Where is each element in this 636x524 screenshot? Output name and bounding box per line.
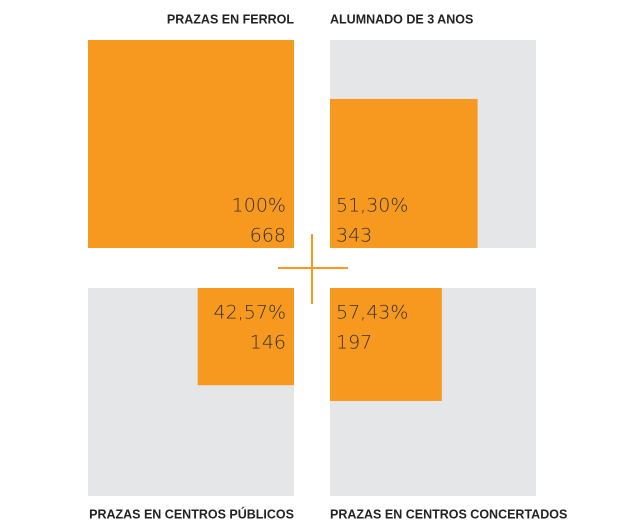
panels: 100% 668 PRAZAS EN FERROL 51,30% 343 ALUMNADO…: [88, 12, 567, 521]
square: [88, 40, 294, 248]
count-label: 668: [250, 225, 286, 247]
square: [330, 98, 478, 248]
count-label: 146: [250, 332, 286, 354]
panel-title: ALUMNADO DE 3 ANOS: [330, 12, 473, 26]
count-label: 197: [336, 332, 372, 354]
count-label: 343: [336, 225, 372, 247]
panel-title: PRAZAS EN CENTROS PÚBLICOS: [89, 506, 294, 521]
percent-label: 100%: [232, 195, 286, 217]
percent-label: 51,30%: [336, 195, 408, 217]
square: [197, 288, 294, 386]
percent-label: 42,57%: [214, 302, 286, 324]
panel-title: PRAZAS EN FERROL: [167, 12, 294, 26]
panel-title: PRAZAS EN CENTROS CONCERTADOS: [330, 507, 567, 521]
percent-label: 57,43%: [336, 302, 408, 324]
square: [330, 288, 442, 401]
